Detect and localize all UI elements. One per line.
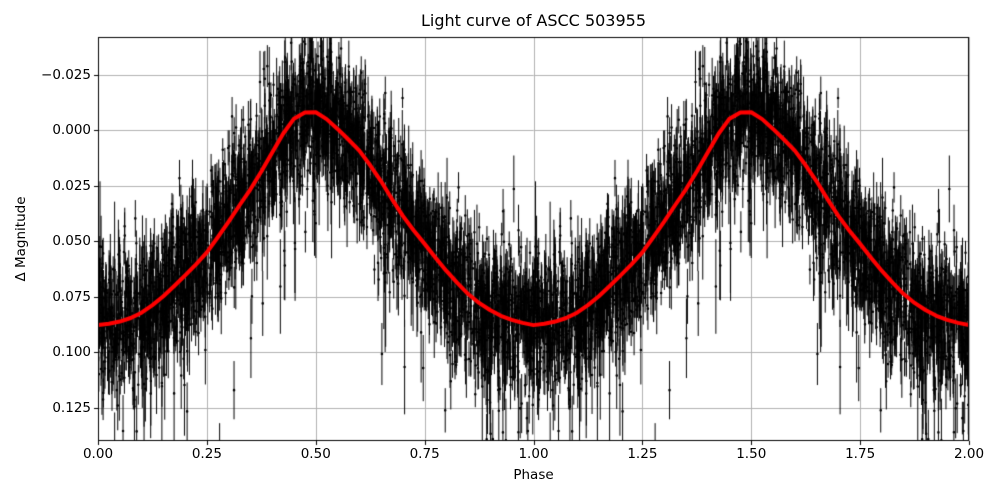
x-tick-label: 1.25	[627, 446, 658, 462]
chart-title: Light curve of ASCC 503955	[420, 11, 647, 30]
x-tick-label: 0.00	[82, 446, 114, 462]
x-tick-label: 1.00	[518, 446, 549, 462]
x-tick-label: 2.00	[953, 446, 985, 462]
y-tick-label: 0.125	[52, 399, 91, 416]
y-tick-label: 0.025	[52, 177, 91, 194]
y-tick-label: 0.100	[52, 344, 91, 361]
x-axis-label: Phase	[513, 467, 554, 483]
y-tick-label: −0.025	[41, 66, 91, 83]
x-tick-label: 0.25	[191, 446, 222, 462]
y-tick-label: 0.000	[52, 122, 91, 139]
x-tick-label: 0.50	[300, 446, 331, 462]
x-tick-label: 1.75	[845, 446, 876, 462]
y-tick-label: 0.075	[52, 288, 91, 305]
x-tick-label: 0.75	[409, 446, 440, 462]
x-tick-label: 1.50	[736, 446, 767, 462]
y-tick-label: 0.050	[52, 233, 91, 250]
